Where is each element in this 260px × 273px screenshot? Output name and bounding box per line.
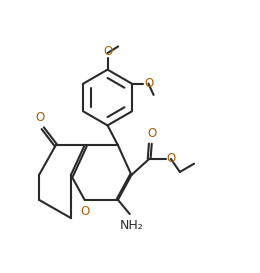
Text: O: O bbox=[167, 152, 176, 165]
Text: O: O bbox=[80, 205, 89, 218]
Text: NH₂: NH₂ bbox=[119, 219, 143, 232]
Text: O: O bbox=[103, 44, 112, 58]
Text: O: O bbox=[147, 127, 156, 140]
Text: O: O bbox=[36, 111, 45, 124]
Text: O: O bbox=[144, 77, 153, 90]
